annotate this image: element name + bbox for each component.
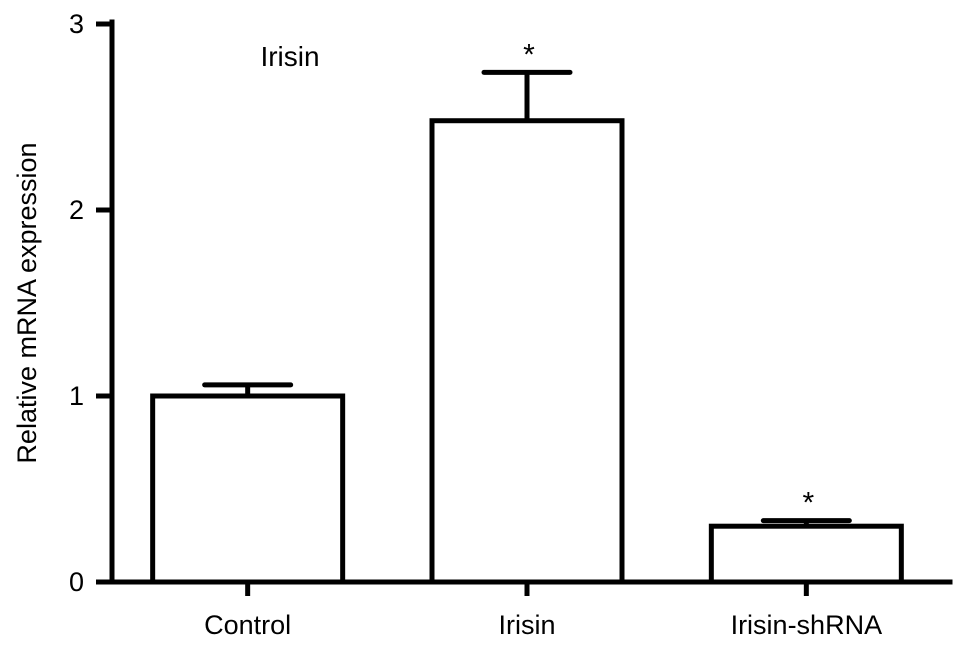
bar-irisin xyxy=(429,118,625,585)
y-tick-label: 0 xyxy=(69,567,84,597)
labels: 0 1 2 3 Control Irisin * Irisin-shRNA * xyxy=(69,9,882,640)
bar-control xyxy=(150,393,346,585)
y-axis-title: Relative mRNA expression xyxy=(12,142,42,463)
bar-irisin-shrna xyxy=(708,523,904,585)
x-tick-label: Control xyxy=(204,610,291,640)
y-tick-label: 3 xyxy=(69,9,84,39)
y-tick-label: 1 xyxy=(69,381,84,411)
chart-annotation: Irisin xyxy=(260,41,319,72)
y-tick-label: 2 xyxy=(69,195,84,225)
x-tick-label: Irisin xyxy=(498,610,555,640)
bars xyxy=(150,69,904,585)
x-tick-label: Irisin-shRNA xyxy=(731,610,883,640)
significance-marker: * xyxy=(802,487,814,520)
significance-marker: * xyxy=(523,38,535,71)
